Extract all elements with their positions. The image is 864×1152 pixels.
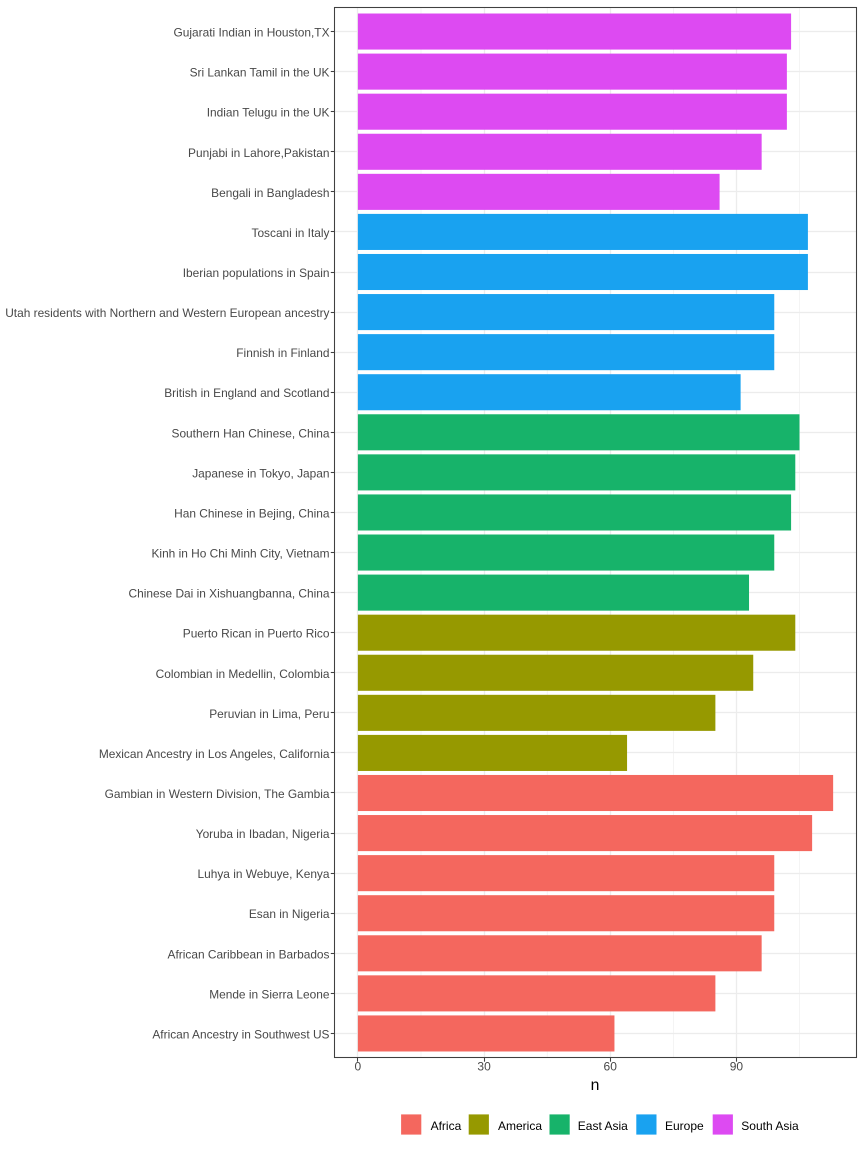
svg-text:Punjabi in Lahore,Pakistan: Punjabi in Lahore,Pakistan (188, 146, 329, 160)
svg-text:Chinese Dai in Xishuangbanna,: Chinese Dai in Xishuangbanna, China (129, 587, 330, 601)
svg-text:British in England and Scotlan: British in England and Scotland (164, 386, 329, 400)
svg-text:Mexican Ancestry in Los Angele: Mexican Ancestry in Los Angeles, Califor… (99, 747, 330, 761)
svg-text:Peruvian in Lima, Peru: Peruvian in Lima, Peru (209, 707, 329, 721)
svg-text:Puerto Rican in Puerto Rico: Puerto Rican in Puerto Rico (183, 627, 330, 641)
svg-text:30: 30 (477, 1060, 491, 1074)
svg-text:Japanese in Tokyo, Japan: Japanese in Tokyo, Japan (192, 466, 329, 480)
svg-text:Colombian in Medellin, Colombi: Colombian in Medellin, Colombia (156, 667, 330, 681)
svg-text:Finnish in Finland: Finnish in Finland (236, 346, 329, 360)
svg-text:Yoruba in Ibadan, Nigeria: Yoruba in Ibadan, Nigeria (196, 827, 330, 841)
svg-text:African Caribbean in Barbados: African Caribbean in Barbados (168, 947, 330, 961)
svg-text:Africa: Africa (431, 1119, 462, 1133)
svg-text:Esan in Nigeria: Esan in Nigeria (249, 907, 330, 921)
svg-text:Bengali in Bangladesh: Bengali in Bangladesh (211, 186, 329, 200)
svg-text:East Asia: East Asia (578, 1119, 628, 1133)
svg-text:Utah residents with Northern a: Utah residents with Northern and Western… (5, 306, 329, 320)
svg-text:Luhya in Webuye, Kenya: Luhya in Webuye, Kenya (198, 867, 330, 881)
svg-text:Europe: Europe (665, 1119, 704, 1133)
svg-text:Mende in Sierra Leone: Mende in Sierra Leone (209, 987, 330, 1001)
svg-text:Kinh in Ho Chi Minh City, Viet: Kinh in Ho Chi Minh City, Vietnam (152, 547, 330, 561)
svg-text:Gambian in Western Division, T: Gambian in Western Division, The Gambia (105, 787, 330, 801)
svg-text:90: 90 (730, 1060, 744, 1074)
svg-text:0: 0 (355, 1060, 362, 1074)
svg-text:60: 60 (604, 1060, 618, 1074)
svg-text:Indian Telugu in the UK: Indian Telugu in the UK (207, 106, 330, 120)
svg-text:Han Chinese in Bejing, China: Han Chinese in Bejing, China (174, 507, 330, 521)
svg-text:South Asia: South Asia (741, 1119, 799, 1133)
svg-text:America: America (498, 1119, 542, 1133)
svg-text:Sri Lankan Tamil in the UK: Sri Lankan Tamil in the UK (190, 66, 330, 80)
svg-text:n: n (591, 1077, 600, 1094)
svg-text:Toscani in Italy: Toscani in Italy (252, 226, 330, 240)
svg-text:Southern Han Chinese, China: Southern Han Chinese, China (172, 426, 330, 440)
svg-text:Iberian populations in Spain: Iberian populations in Spain (183, 266, 330, 280)
svg-text:African Ancestry in Southwest: African Ancestry in Southwest US (152, 1028, 329, 1042)
svg-text:Gujarati Indian in Houston,TX: Gujarati Indian in Houston,TX (174, 26, 330, 40)
